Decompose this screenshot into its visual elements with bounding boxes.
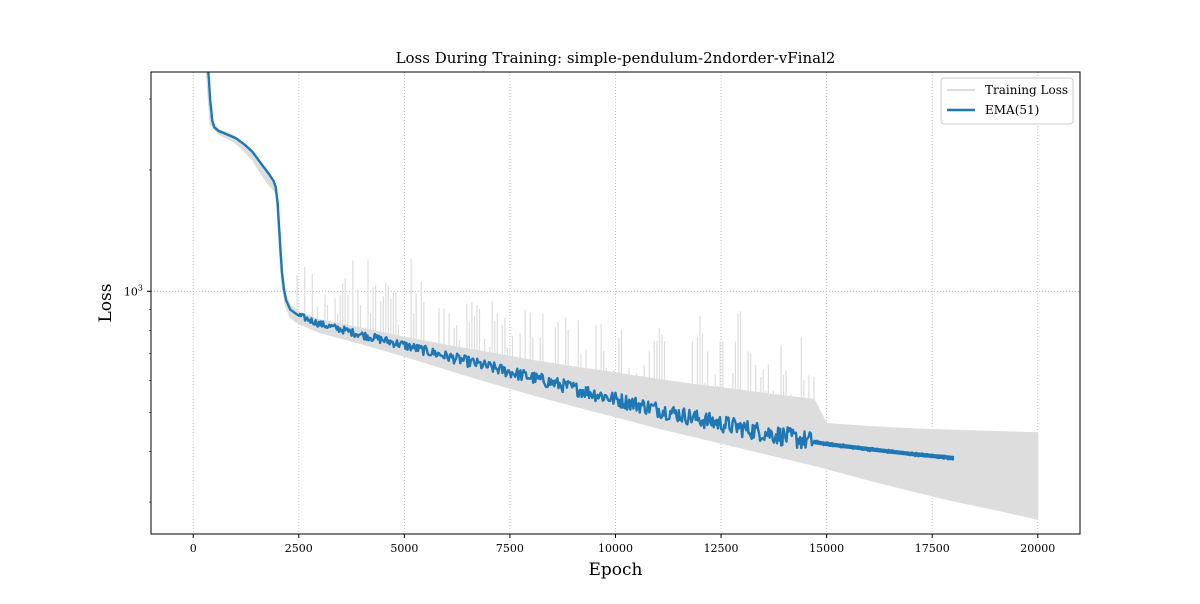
ema-line — [207, 72, 954, 461]
legend-label-ema: EMA(51) — [985, 103, 1039, 117]
x-axis-label: Epoch — [589, 560, 643, 580]
data-layer — [205, 72, 1039, 520]
x-tick-label: 2500 — [285, 542, 313, 555]
y-tick-exponent: 3 — [138, 283, 143, 292]
chart-title: Loss During Training: simple-pendulum-2n… — [396, 49, 836, 67]
x-tick-label: 0 — [190, 542, 197, 555]
x-tick-label: 5000 — [390, 542, 418, 555]
training-loss-spikes — [296, 258, 815, 403]
training-loss-oscillation — [813, 399, 1038, 520]
x-tick-label: 20000 — [1020, 542, 1055, 555]
x-tick-label: 12500 — [704, 542, 739, 555]
y-axis-label: Loss — [96, 284, 116, 323]
legend: Training Loss EMA(51) — [940, 77, 1074, 125]
x-tick-label: 17500 — [915, 542, 950, 555]
ema-tail — [813, 439, 955, 461]
legend-label-training-loss: Training Loss — [985, 83, 1068, 97]
x-tick-label: 15000 — [809, 542, 844, 555]
y-tick-label: 103 — [124, 283, 143, 298]
tick-layer: 0 2500 5000 7500 10000 12500 15000 17500 20000 10… — [124, 98, 1055, 555]
y-tick-base: 10 — [124, 285, 138, 298]
x-tick-label: 7500 — [496, 542, 524, 555]
x-tick-label: 10000 — [598, 542, 633, 555]
